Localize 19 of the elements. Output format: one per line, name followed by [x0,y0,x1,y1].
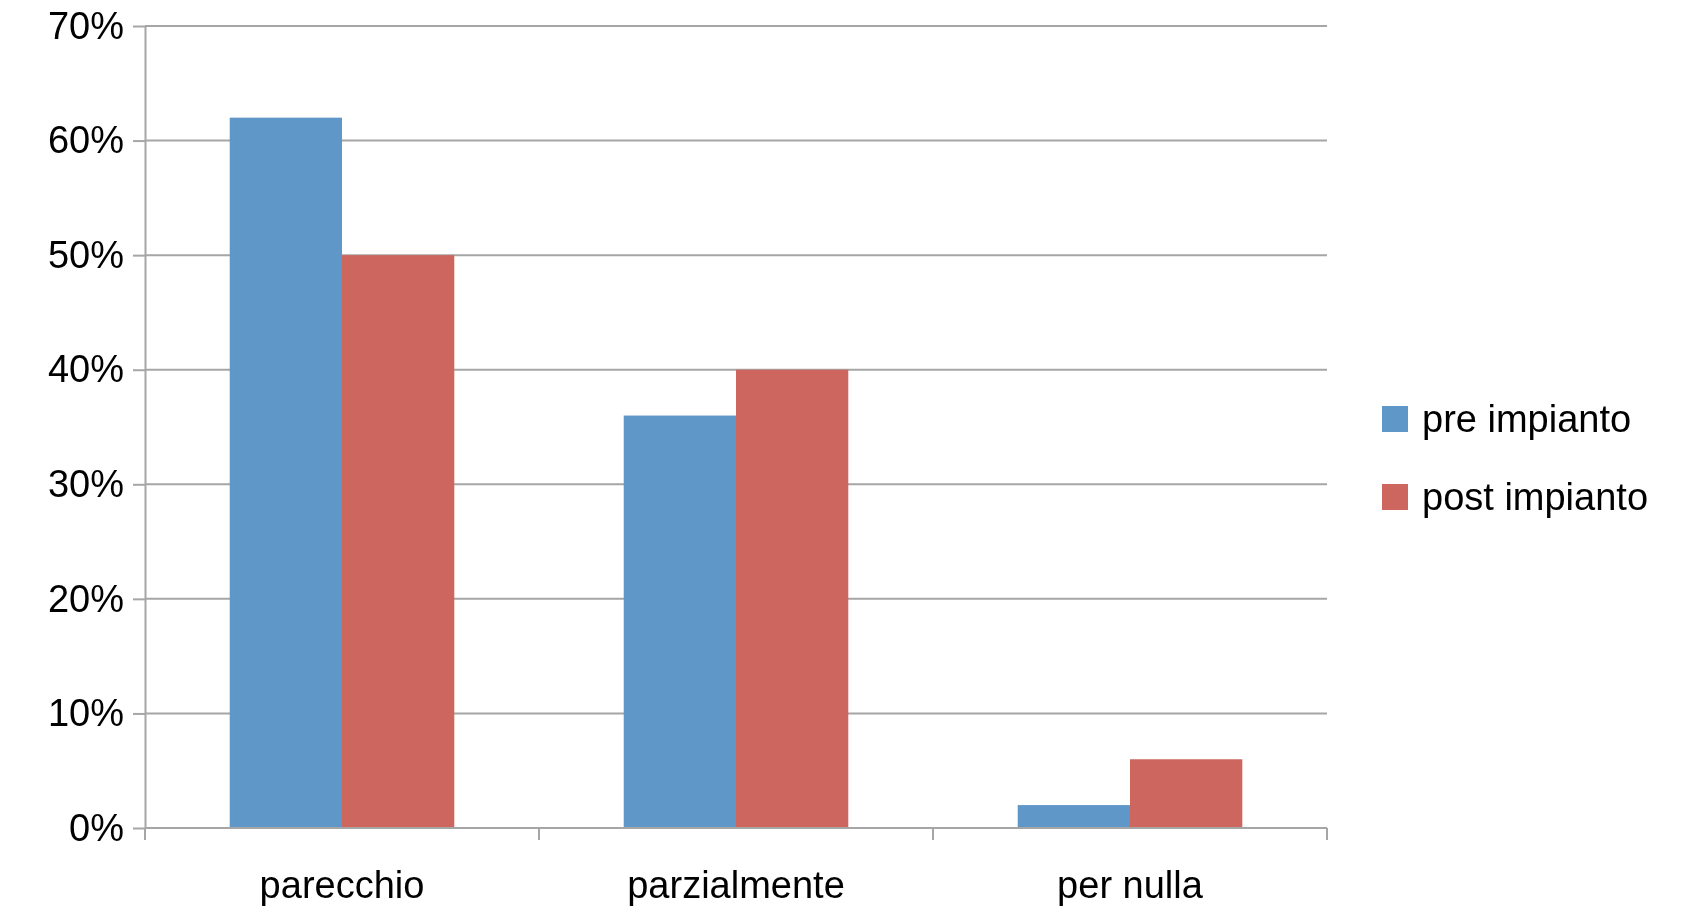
x-tick-label: per nulla [1057,864,1204,906]
x-tick-label: parzialmente [627,864,845,906]
legend-label: pre impianto [1422,398,1632,440]
y-tick-label: 20% [47,577,124,620]
y-tick-label: 60% [47,119,124,162]
y-tick-label: 40% [47,348,124,391]
y-tick-label: 30% [47,462,124,505]
y-tick-label: 50% [47,233,124,276]
bar [736,369,849,828]
bar [623,415,736,828]
y-tick-label: 0% [69,806,124,849]
x-tick-label: parecchio [259,864,425,906]
bar [1130,759,1243,828]
legend-label: post impianto [1422,476,1649,518]
y-tick-label: 70% [47,4,124,47]
bar [1017,805,1130,828]
y-tick-label: 10% [47,692,124,735]
bar [229,117,342,828]
bar [342,255,455,828]
